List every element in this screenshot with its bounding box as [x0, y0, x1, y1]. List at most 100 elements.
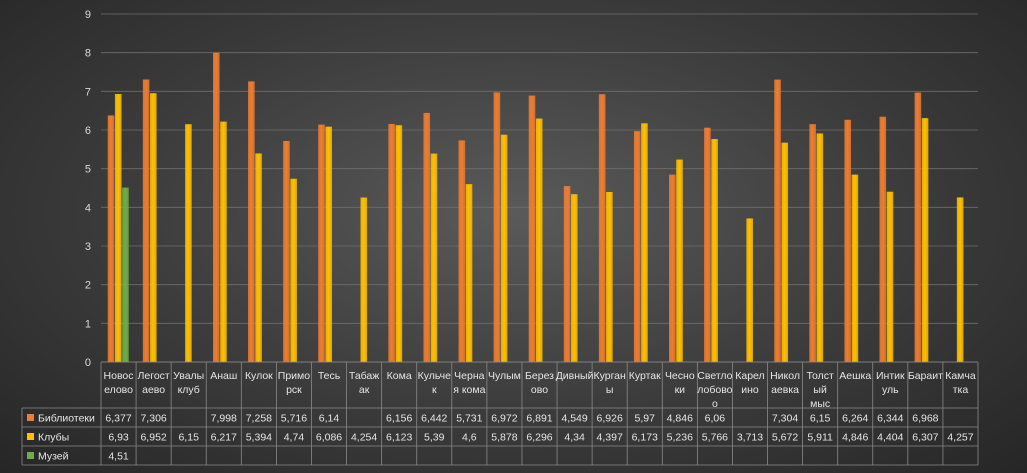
category-label: ово — [531, 384, 548, 396]
bar-Библиотеки-23 — [914, 92, 922, 362]
data-label: 6,891 — [526, 413, 552, 425]
category-label: Чесно — [665, 370, 695, 382]
y-tick-label: 2 — [85, 280, 91, 292]
data-label: 6,15 — [178, 432, 199, 444]
bar-Библиотеки-4 — [248, 81, 255, 362]
bar-Библиотеки-17 — [704, 127, 711, 363]
bar-Библиотеки-12 — [528, 95, 536, 362]
bars — [107, 52, 964, 363]
legend-label: Клубы — [38, 432, 69, 444]
bar-Клубы-23 — [921, 118, 929, 362]
data-label: 5,672 — [772, 432, 798, 444]
legend-key-2 — [27, 452, 34, 459]
category-label: Берез — [525, 370, 554, 382]
bar-Библиотеки-15 — [633, 131, 641, 362]
category-label: ы — [606, 384, 614, 396]
data-label: 5,878 — [491, 432, 517, 444]
y-tick-label: 5 — [85, 164, 91, 176]
category-label: Кулок — [245, 370, 273, 382]
category-label: Табаж — [349, 370, 379, 382]
data-label: 4,846 — [667, 413, 693, 425]
category-label: клуб — [178, 384, 200, 396]
y-tick-label: 7 — [85, 86, 91, 98]
category-label: Тесь — [318, 370, 341, 382]
data-label: 6,926 — [597, 413, 623, 425]
category-label: ый — [813, 384, 827, 396]
bar-Клубы-4 — [255, 153, 262, 362]
data-label: 5,911 — [807, 432, 833, 444]
category-label: елово — [104, 384, 133, 396]
data-label: 7,304 — [772, 413, 798, 425]
data-label: 6,296 — [526, 432, 552, 444]
bar-Клубы-7 — [360, 197, 368, 362]
data-label: 7,306 — [140, 413, 166, 425]
category-label: аевка — [771, 384, 799, 396]
category-label: Черна — [454, 370, 484, 382]
data-label: 6,442 — [421, 413, 447, 425]
y-tick-label: 0 — [85, 357, 91, 369]
data-table: Новос елово Легост аево Увалы клуб Анаш Кулок Пр… — [21, 361, 979, 466]
legend-label: Музей — [38, 451, 69, 463]
data-label: 6,307 — [912, 432, 938, 444]
data-label: 6,344 — [877, 413, 903, 425]
data-label: 6,952 — [140, 432, 166, 444]
category-label: аево — [142, 384, 165, 396]
bar-Клубы-17 — [711, 139, 718, 362]
data-label: 5,766 — [702, 432, 728, 444]
bar-Клубы-24 — [956, 197, 964, 362]
data-label: 6,93 — [108, 432, 129, 444]
category-label: ино — [741, 384, 759, 396]
category-label: уль — [882, 384, 899, 396]
bar-Библиотеки-16 — [669, 174, 676, 362]
category-label: Аешка — [839, 370, 871, 382]
data-label: 4,397 — [597, 432, 623, 444]
bar-Клубы-13 — [570, 194, 578, 362]
category-label: Дивный — [556, 370, 594, 382]
category-label: рск — [286, 384, 302, 396]
data-label: 6,15 — [810, 413, 831, 425]
data-label: 5,39 — [424, 432, 445, 444]
data-label: 4,34 — [564, 432, 585, 444]
bar-Библиотеки-13 — [563, 186, 571, 362]
bar-Клубы-2 — [185, 124, 192, 362]
bar-Библиотеки-21 — [844, 119, 852, 363]
data-label: 6,264 — [842, 413, 868, 425]
data-label: 6,086 — [316, 432, 342, 444]
data-label: 4,254 — [351, 432, 377, 444]
bar-Клубы-14 — [606, 191, 613, 362]
y-tick-label: 1 — [85, 318, 91, 330]
y-tick-label: 3 — [85, 241, 91, 253]
category-label: мыс — [810, 398, 830, 410]
legend-label: Библиотеки — [38, 413, 95, 425]
bar-Библиотеки-19 — [774, 79, 781, 362]
bar-Библиотеки-22 — [879, 116, 887, 362]
bar-Клубы-22 — [886, 191, 894, 362]
data-label: 5,97 — [635, 413, 656, 425]
data-label: 6,06 — [705, 413, 726, 425]
data-label: 5,716 — [281, 413, 307, 425]
y-tick-label: 4 — [85, 202, 91, 214]
category-label: Карел — [735, 370, 764, 382]
bar-Библиотеки-5 — [283, 140, 290, 362]
data-label: 3,713 — [737, 432, 763, 444]
y-tick-label: 8 — [85, 48, 91, 60]
category-label: лобово — [697, 384, 732, 396]
bar-Библиотеки-6 — [318, 124, 325, 362]
bar-Клубы-15 — [641, 123, 648, 362]
bar-Библиотеки-20 — [809, 124, 816, 362]
data-label: 4,74 — [284, 432, 305, 444]
category-label: Светло — [697, 370, 732, 382]
data-label: 6,377 — [105, 413, 131, 425]
bar-Клубы-6 — [325, 126, 333, 362]
data-label: 4,846 — [842, 432, 868, 444]
category-label: Анаш — [210, 370, 237, 382]
y-tick-label: 9 — [85, 9, 91, 21]
category-label: Кома — [387, 370, 412, 382]
data-label: 6,14 — [319, 413, 340, 425]
data-label: 7,258 — [246, 413, 272, 425]
category-label: Никол — [770, 370, 800, 382]
category-label: Камча — [945, 370, 976, 382]
legend-key-1 — [27, 433, 34, 440]
bar-Клубы-5 — [290, 178, 297, 362]
category-label: к — [432, 384, 437, 396]
